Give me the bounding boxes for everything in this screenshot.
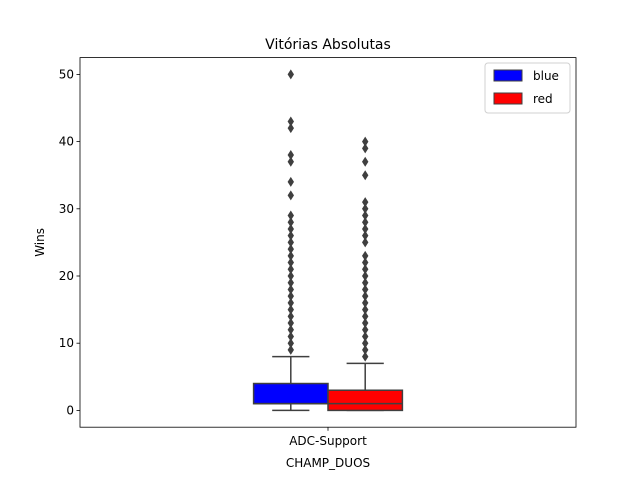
outlier-point [362,217,369,228]
outlier-point [362,143,369,154]
x-tick-label: ADC-Support [289,434,367,448]
outlier-point [287,277,294,288]
outlier-point [287,176,294,187]
outlier-point [287,344,294,355]
outlier-point [287,156,294,167]
outlier-point [362,257,369,268]
outlier-point [287,223,294,234]
legend-label-red: red [533,92,553,106]
outlier-point [287,311,294,322]
outlier-point [362,344,369,355]
y-axis-label: Wins [33,228,47,257]
outlier-point [362,351,369,362]
outlier-point [287,271,294,281]
outlier-point [362,203,369,214]
outlier-point [362,210,369,221]
y-tick-label: 20 [59,269,74,283]
outlier-point [287,318,294,329]
outlier-point [287,284,294,295]
y-axis: 0 10 20 30 40 50 [59,67,80,417]
outlier-point [362,250,369,261]
outlier-point [362,331,369,342]
outlier-point [287,244,294,255]
box-iqr [252,382,329,405]
outlier-point [362,156,369,167]
outlier-point [362,324,369,335]
outlier-point [287,123,294,134]
outlier-point [362,318,369,329]
y-tick-label: 40 [59,135,74,149]
outlier-point [362,284,369,295]
outlier-point [287,230,294,241]
outlier-point [287,217,294,228]
outlier-point [287,304,294,315]
outlier-point [362,136,369,147]
outlier-point [362,237,369,248]
y-tick-label: 50 [59,67,74,81]
outlier-point [287,69,294,80]
legend: blue red [484,62,571,114]
outlier-point [362,297,369,308]
outlier-point [362,277,369,288]
x-axis: ADC-Support [289,427,367,448]
outlier-point [287,190,294,201]
plot-area [252,69,404,412]
outlier-point [287,291,294,302]
outlier-point [287,150,294,161]
x-axis-label: CHAMP_DUOS [286,456,370,470]
outlier-point [362,170,369,181]
outlier-point [287,331,294,342]
outlier-point [287,264,294,275]
outlier-point [362,223,369,234]
chart-title: Vitórias Absolutas [265,37,391,53]
box-red [327,136,404,412]
outlier-point [287,237,294,248]
y-tick-label: 10 [59,336,74,350]
y-tick-label: 30 [59,202,74,216]
box-iqr [327,389,404,412]
outlier-point [362,271,369,281]
outlier-point [362,338,369,349]
legend-label-blue: blue [533,69,559,83]
outlier-point [287,324,294,335]
outlier-point [287,116,294,127]
y-tick-label: 0 [66,403,74,417]
legend-swatch-red [493,92,523,105]
outlier-point [287,338,294,349]
outlier-point [362,230,369,241]
outlier-point [287,257,294,268]
outlier-point [362,291,369,302]
outlier-point [362,197,369,208]
outlier-point [362,311,369,322]
outlier-point [287,297,294,308]
outlier-point [287,250,294,261]
outlier-point [362,264,369,275]
outlier-point [287,210,294,221]
box-blue [252,69,329,412]
outlier-point [362,304,369,315]
legend-swatch-blue [493,69,523,82]
